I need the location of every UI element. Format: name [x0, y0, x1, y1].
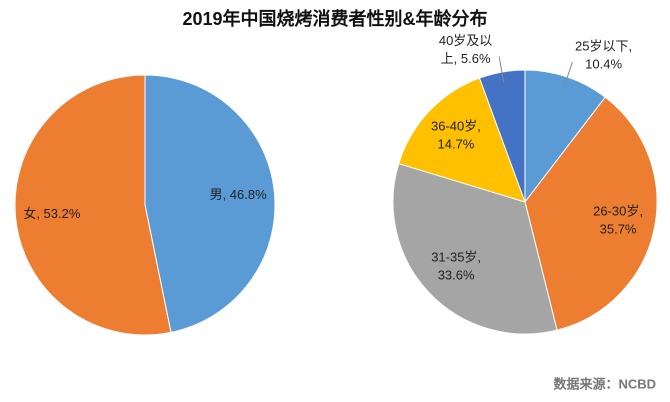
data-label: 女, 53.2%	[23, 206, 81, 221]
data-label: 31-35岁, 33.6%	[431, 250, 481, 283]
pie-slice	[392, 162, 558, 335]
data-label: 男, 46.8%	[210, 187, 268, 202]
pie-slice	[14, 74, 172, 336]
source-note: 数据来源：NCBD	[553, 376, 656, 391]
pie-slice	[398, 77, 526, 203]
data-label: 25岁以下, 10.4%	[575, 39, 632, 72]
leader-line	[498, 56, 505, 83]
pie-slice	[144, 74, 276, 333]
data-label: 26-30岁, 35.7%	[593, 204, 643, 237]
data-label: 40岁及以上, 5.6%	[439, 33, 492, 66]
data-label: 36-40岁, 14.7%	[431, 119, 481, 152]
leader-line	[563, 61, 573, 88]
chart-title: 2019年中国烧烤消费者性别&年龄分布	[182, 8, 487, 29]
pie-slice	[524, 96, 658, 331]
